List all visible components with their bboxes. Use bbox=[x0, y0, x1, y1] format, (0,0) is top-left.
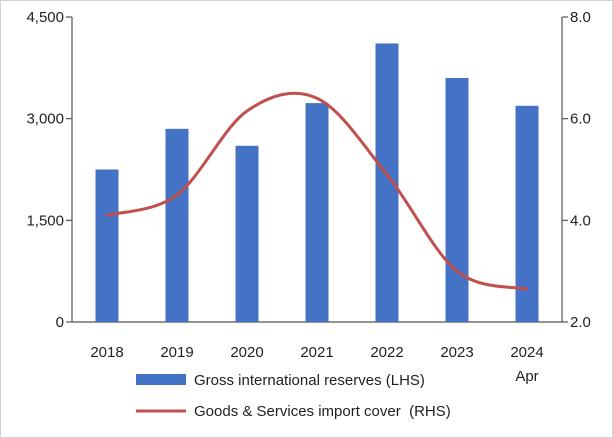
right-axis-ticks: 2.0 4.0 6.0 8.0 bbox=[562, 9, 591, 331]
right-tick-label: 8.0 bbox=[570, 9, 591, 26]
legend-swatch-reserves bbox=[136, 374, 186, 385]
x-tick-label: 2018 bbox=[90, 344, 123, 361]
right-tick-label: 4.0 bbox=[570, 212, 591, 229]
right-tick-label: 6.0 bbox=[570, 111, 591, 128]
bar-2019 bbox=[165, 128, 189, 322]
bar-series bbox=[95, 43, 539, 323]
left-axis-ticks: 0 1,500 3,000 4,500 bbox=[26, 9, 72, 331]
x-tick-label: 2022 bbox=[370, 344, 403, 361]
x-tick-label: 2023 bbox=[440, 344, 473, 361]
bar-2022 bbox=[375, 43, 399, 322]
bar-2023 bbox=[445, 78, 469, 322]
left-tick-label: 1,500 bbox=[26, 212, 64, 229]
x-tick-label: 2020 bbox=[230, 344, 263, 361]
x-tick-sublabel: Apr bbox=[515, 368, 538, 385]
bar-2021 bbox=[305, 103, 329, 322]
left-tick-label: 3,000 bbox=[26, 111, 64, 128]
x-tick-label: 2024 bbox=[510, 344, 543, 361]
bar-2018 bbox=[95, 169, 119, 322]
right-tick-label: 2.0 bbox=[570, 314, 591, 331]
bar-2024 bbox=[515, 105, 539, 323]
x-tick-label: 2019 bbox=[160, 344, 193, 361]
legend: Gross international reserves (LHS) Goods… bbox=[136, 372, 451, 420]
legend-label-import-cover: Goods & Services import cover (RHS) bbox=[194, 403, 451, 420]
bar-2020 bbox=[235, 145, 259, 322]
legend-label-reserves: Gross international reserves (LHS) bbox=[194, 372, 425, 389]
x-axis-labels: 2018 2019 2020 2021 2022 2023 2024 Apr bbox=[90, 344, 543, 385]
x-tick-label: 2021 bbox=[300, 344, 333, 361]
left-tick-label: 0 bbox=[56, 314, 64, 331]
import-cover-line bbox=[105, 91, 529, 291]
left-tick-label: 4,500 bbox=[26, 9, 64, 26]
